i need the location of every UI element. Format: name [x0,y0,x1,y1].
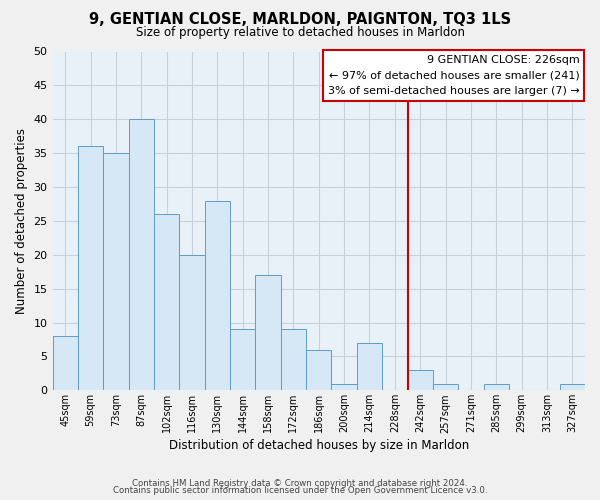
Bar [560,384,585,390]
Text: Size of property relative to detached houses in Marldon: Size of property relative to detached ho… [136,26,464,39]
Bar [230,330,256,390]
Bar [154,214,179,390]
Bar [331,384,357,390]
Bar [281,330,306,390]
Bar [433,384,458,390]
Bar [357,343,382,390]
Bar [78,146,103,390]
Bar [179,255,205,390]
Text: 9 GENTIAN CLOSE: 226sqm
← 97% of detached houses are smaller (241)
3% of semi-de: 9 GENTIAN CLOSE: 226sqm ← 97% of detache… [328,55,580,96]
Text: Contains public sector information licensed under the Open Government Licence v3: Contains public sector information licen… [113,486,487,495]
Bar [256,275,281,390]
Bar [103,153,128,390]
Bar [306,350,331,391]
Bar [128,120,154,390]
Bar [407,370,433,390]
Text: Contains HM Land Registry data © Crown copyright and database right 2024.: Contains HM Land Registry data © Crown c… [132,478,468,488]
Y-axis label: Number of detached properties: Number of detached properties [15,128,28,314]
Bar [205,200,230,390]
Bar [53,336,78,390]
Text: 9, GENTIAN CLOSE, MARLDON, PAIGNTON, TQ3 1LS: 9, GENTIAN CLOSE, MARLDON, PAIGNTON, TQ3… [89,12,511,28]
X-axis label: Distribution of detached houses by size in Marldon: Distribution of detached houses by size … [169,440,469,452]
Bar [484,384,509,390]
